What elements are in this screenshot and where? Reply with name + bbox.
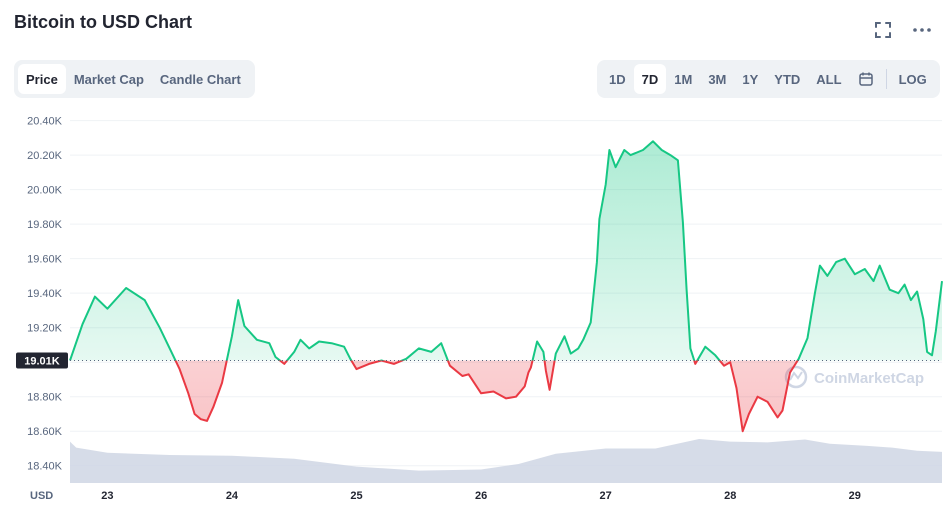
tab-range-1d[interactable]: 1D: [609, 71, 626, 87]
currency-unit-label: USD: [30, 490, 53, 502]
chart-type-tabs: Price Market Cap Candle Chart: [14, 60, 255, 98]
tab-divider: [885, 69, 887, 89]
calendar-icon: [858, 72, 873, 86]
tab-range-7d[interactable]: 7D: [633, 64, 667, 94]
y-tick-label: 19.20K: [27, 323, 63, 335]
x-tick-label: 24: [226, 490, 239, 502]
x-axis: 23 24 25 26 27 28 29: [101, 490, 861, 502]
log-scale-toggle[interactable]: LOG: [898, 71, 927, 87]
price-line-above: [69, 140, 943, 361]
x-tick-label: 25: [350, 490, 362, 502]
range-tabs: 1D 7D 1M 3M 1Y YTD ALL LOG: [597, 60, 940, 98]
y-tick-label: 18.60K: [27, 426, 63, 438]
tab-market-cap[interactable]: Market Cap: [73, 71, 144, 87]
x-tick-label: 26: [475, 490, 487, 502]
x-tick-label: 28: [724, 490, 736, 502]
x-tick-label: 27: [600, 490, 612, 502]
y-tick-label: 18.80K: [27, 392, 63, 404]
watermark-text: CoinMarketCap: [814, 370, 924, 387]
calendar-button[interactable]: [850, 64, 882, 94]
chart-title: Bitcoin to USD Chart: [14, 12, 192, 32]
baseline-price-tag: [16, 352, 68, 369]
y-tick-label: 20.00K: [27, 185, 63, 197]
y-tick-label: 20.40K: [27, 116, 63, 128]
tab-range-3m[interactable]: 3M: [708, 71, 727, 87]
y-tick-label: 18.40K: [27, 461, 63, 473]
tab-range-all[interactable]: ALL: [816, 71, 842, 87]
tab-range-ytd[interactable]: YTD: [774, 71, 801, 87]
tab-price[interactable]: Price: [18, 64, 66, 94]
y-tick-label: 19.80K: [27, 219, 63, 231]
baseline-price-label: 19.01K: [24, 355, 60, 367]
y-axis: 18.40K 18.60K 18.80K 19.20K 19.40K 19.60K 19.8…: [27, 116, 63, 473]
volume-area: [70, 439, 942, 483]
area-fill-above: [70, 141, 942, 361]
tab-range-1y[interactable]: 1Y: [742, 71, 759, 87]
tab-range-1m[interactable]: 1M: [674, 71, 693, 87]
y-tick-label: 19.40K: [27, 288, 63, 300]
area-fill-below: [70, 360, 942, 432]
more-dots-icon[interactable]: [910, 18, 934, 42]
fullscreen-icon[interactable]: [871, 18, 895, 42]
y-tick-label: 19.60K: [27, 254, 63, 266]
tab-candle-chart[interactable]: Candle Chart: [159, 71, 241, 87]
y-tick-label: 20.20K: [27, 150, 63, 162]
x-tick-label: 23: [101, 490, 113, 502]
x-tick-label: 29: [849, 490, 861, 502]
